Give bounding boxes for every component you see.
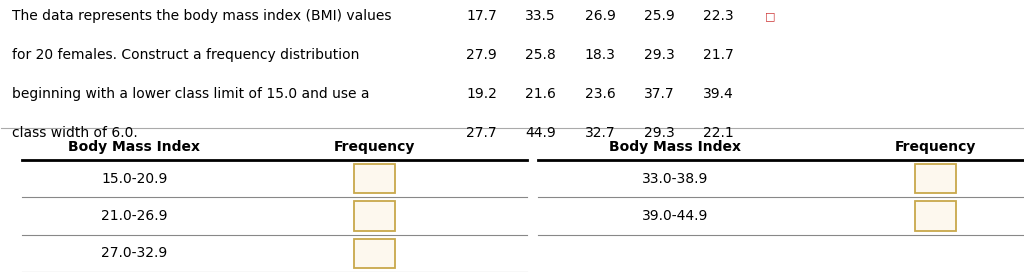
Text: Body Mass Index: Body Mass Index (69, 140, 200, 154)
Text: for 20 females. Construct a frequency distribution: for 20 females. Construct a frequency di… (11, 48, 359, 62)
Text: 27.7: 27.7 (466, 126, 497, 140)
Text: 22.3: 22.3 (702, 10, 733, 23)
Text: 18.3: 18.3 (585, 48, 615, 62)
FancyBboxPatch shape (915, 202, 956, 230)
Text: 29.3: 29.3 (644, 126, 675, 140)
Text: 29.3: 29.3 (644, 48, 675, 62)
FancyBboxPatch shape (353, 165, 394, 193)
Text: 26.9: 26.9 (585, 10, 615, 23)
Text: Frequency: Frequency (334, 140, 415, 154)
Text: 39.4: 39.4 (702, 87, 734, 101)
Text: beginning with a lower class limit of 15.0 and use a: beginning with a lower class limit of 15… (11, 87, 369, 101)
Text: 27.9: 27.9 (466, 48, 497, 62)
Text: 15.0-20.9: 15.0-20.9 (101, 172, 167, 186)
Text: 37.7: 37.7 (644, 87, 675, 101)
Text: class width of 6.0.: class width of 6.0. (11, 126, 137, 140)
Text: 21.0-26.9: 21.0-26.9 (101, 209, 167, 223)
Text: Body Mass Index: Body Mass Index (609, 140, 741, 154)
Text: 44.9: 44.9 (525, 126, 556, 140)
Text: 27.0-32.9: 27.0-32.9 (101, 246, 167, 260)
Text: 17.7: 17.7 (466, 10, 497, 23)
Text: 21.7: 21.7 (702, 48, 734, 62)
Text: 25.8: 25.8 (525, 48, 556, 62)
FancyBboxPatch shape (353, 239, 394, 268)
Text: Frequency: Frequency (895, 140, 977, 154)
Text: The data represents the body mass index (BMI) values: The data represents the body mass index … (11, 10, 391, 23)
Text: 25.9: 25.9 (644, 10, 675, 23)
Text: 22.1: 22.1 (702, 126, 734, 140)
Text: 33.5: 33.5 (525, 10, 556, 23)
FancyBboxPatch shape (353, 202, 394, 230)
Text: 23.6: 23.6 (585, 87, 615, 101)
Text: 32.7: 32.7 (585, 126, 615, 140)
Text: 21.6: 21.6 (525, 87, 556, 101)
Text: 19.2: 19.2 (466, 87, 497, 101)
FancyBboxPatch shape (915, 165, 956, 193)
Text: □: □ (765, 11, 776, 21)
Text: 39.0-44.9: 39.0-44.9 (642, 209, 709, 223)
Text: 33.0-38.9: 33.0-38.9 (642, 172, 709, 186)
